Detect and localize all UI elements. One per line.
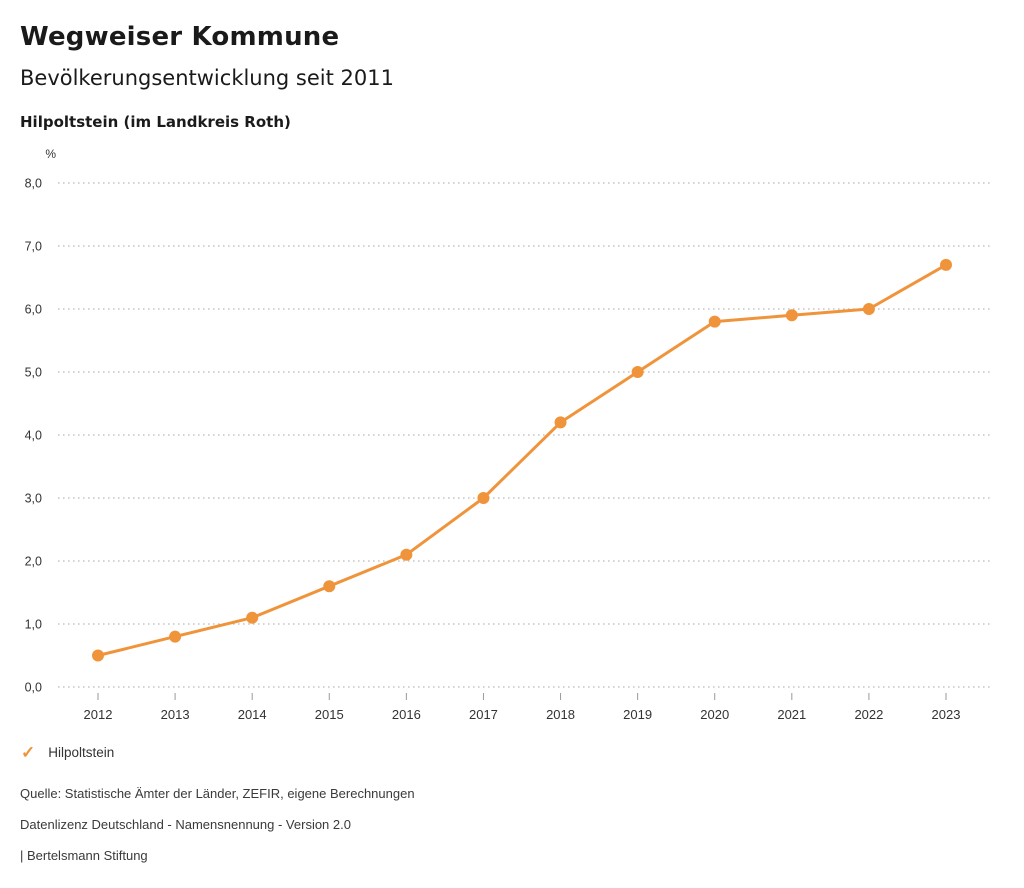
- y-axis-tick-label: 4,0: [25, 429, 42, 443]
- trend-line: [96, 263, 948, 657]
- data-point: [92, 649, 104, 662]
- source-note: Quelle: Statistische Ämter der Länder, Z…: [20, 786, 415, 801]
- x-axis-tick-label: 2013: [161, 707, 190, 722]
- x-axis-tick-label: 2018: [546, 707, 575, 722]
- x-axis-tick-label: 2021: [777, 707, 806, 722]
- data-point: [554, 416, 567, 429]
- chart-title: Bevölkerungsentwicklung seit 2011: [20, 66, 394, 90]
- x-axis-tick-label: 2022: [854, 707, 883, 722]
- legend-check-icon: ✓: [21, 743, 36, 762]
- data-point: [631, 366, 644, 378]
- y-axis-tick-label: 1,0: [25, 618, 42, 632]
- y-axis-tick-label: 2,0: [25, 555, 42, 569]
- data-point: [785, 309, 798, 322]
- x-axis-tick-label: 2014: [238, 707, 267, 722]
- x-axis-tick-label: 2016: [392, 707, 421, 722]
- y-axis-unit-label: %: [45, 147, 56, 161]
- x-axis-tick-label: 2015: [315, 707, 344, 722]
- y-axis-tick-label: 7,0: [25, 240, 42, 254]
- data-point: [323, 580, 336, 593]
- y-axis-tick-label: 8,0: [25, 177, 42, 191]
- attribution-note: | Bertelsmann Stiftung: [20, 848, 148, 863]
- x-axis-tick-label: 2019: [623, 707, 652, 722]
- data-point: [400, 548, 413, 561]
- data-point: [862, 303, 875, 315]
- y-axis-tick-label: 5,0: [25, 366, 42, 380]
- data-point: [940, 258, 952, 271]
- legend: ✓ Hilpoltstein: [21, 744, 114, 761]
- x-axis-tick-label: 2023: [932, 707, 961, 722]
- page-title: Wegweiser Kommune: [20, 22, 340, 52]
- population-line-chart: % 0,0 1,0 2,0 3,0 4,0 5,0 6,0 7,0 8,0 2012 2013 2014…: [25, 147, 990, 722]
- region-subtitle: Hilpoltstein (im Landkreis Roth): [20, 113, 291, 131]
- legend-item-hilpoltstein[interactable]: Hilpoltstein: [48, 745, 115, 760]
- y-axis-tick-label: 0,0: [25, 681, 42, 695]
- x-axis-tick-label: 2017: [469, 707, 498, 722]
- data-point: [708, 315, 721, 328]
- data-point: [169, 630, 182, 643]
- license-note: Datenlizenz Deutschland - Namensnennung …: [20, 817, 351, 832]
- data-point: [477, 492, 490, 504]
- x-axis-tick-label: 2020: [700, 707, 729, 722]
- x-axis-tick-label: 2012: [84, 707, 113, 722]
- data-point: [246, 611, 259, 624]
- y-axis-tick-label: 3,0: [25, 492, 42, 506]
- y-axis-tick-label: 6,0: [25, 303, 42, 317]
